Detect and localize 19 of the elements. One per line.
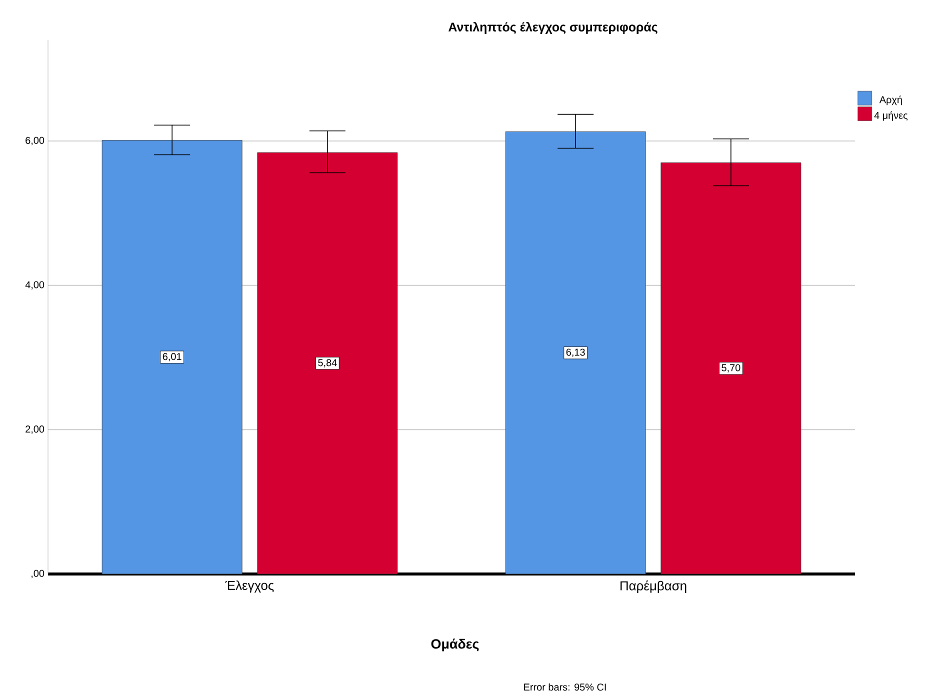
- bar: [660, 162, 802, 574]
- bar: [505, 131, 646, 574]
- x-axis-title: Ομάδες: [431, 638, 479, 652]
- x-tick-label: Έλεγχος: [225, 580, 274, 593]
- legend-label: Αρχή: [879, 96, 902, 106]
- y-tick-label: 6,00: [26, 136, 44, 146]
- x-tick-label: Παρέμβαση: [620, 580, 686, 593]
- y-tick-label: 2,00: [26, 426, 44, 434]
- data-label: 5,70: [722, 364, 740, 372]
- data-label: 5,84: [318, 359, 337, 368]
- bar: [102, 140, 242, 574]
- chart-title: Αντιληπτός έλεγχος συμπεριφοράς: [448, 22, 658, 34]
- y-tick-label: ,00: [32, 570, 44, 578]
- legend-label: 4 μήνες: [874, 111, 908, 121]
- text: Error bars: 95% CI: [524, 683, 606, 691]
- bar: [257, 152, 398, 574]
- data-label: 6,13: [566, 348, 585, 357]
- y-tick-label: 4,00: [25, 281, 44, 290]
- data-label: 6,01: [162, 353, 182, 362]
